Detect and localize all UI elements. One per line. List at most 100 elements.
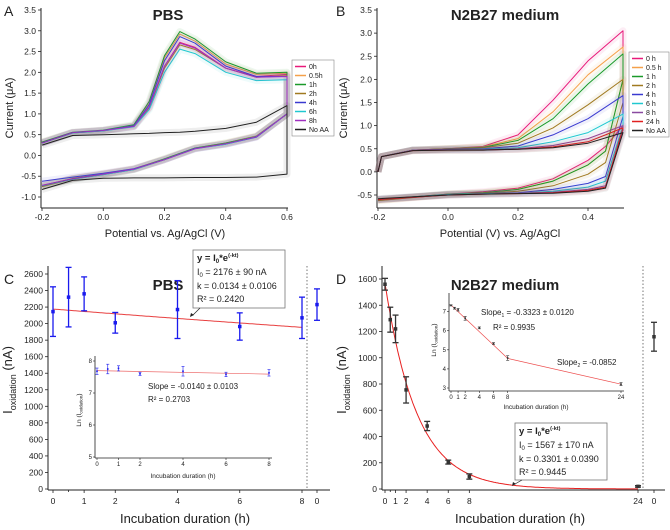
fit-k: k = 0.0134 ± 0.0106 — [197, 281, 277, 291]
panel-b-title: N2B27 medium — [451, 7, 559, 24]
fit-r2: R² = 0.9445 — [519, 467, 566, 477]
y-tick-label: 3.5 — [360, 5, 372, 15]
y-tick-label: 5 — [443, 348, 447, 354]
x-tick-label: 1 — [82, 496, 87, 506]
y-tick-label: 1000 — [358, 353, 377, 363]
data-point — [117, 367, 120, 370]
series-band — [40, 39, 291, 189]
x-tick-label: 0 — [95, 462, 99, 468]
data-point — [139, 373, 141, 375]
data-point — [300, 316, 304, 320]
legend-entry: 0 h — [646, 56, 656, 63]
data-point — [478, 327, 481, 329]
y-tick-label: -0.5 — [21, 171, 36, 181]
x-tick-label: 2 — [138, 462, 142, 468]
legend-entry: 6h — [309, 109, 317, 116]
panel-a-xlabel: Potential vs. Ag/AgCl (V) — [105, 228, 225, 240]
y-tick-label: 1.5 — [24, 88, 36, 98]
control-tick-label: 0 — [315, 496, 320, 506]
y-tick-label: 1200 — [24, 385, 43, 395]
y-tick-label: 1400 — [358, 300, 377, 310]
x-tick-label: 24 — [618, 395, 625, 401]
legend-entry: 2h — [309, 91, 317, 98]
panel-d-title: N2B27 medium — [451, 277, 559, 294]
y-tick-label: 2400 — [24, 286, 43, 296]
panel-d-ylabel: Ioxidation (nA) — [334, 346, 352, 414]
y-tick-label: 3.0 — [24, 26, 36, 36]
x-tick-label: 1 — [456, 395, 460, 401]
y-tick-label: 0.0 — [24, 150, 36, 160]
data-point — [113, 321, 117, 325]
panel-a-ylabel: Current (μA) — [4, 78, 16, 139]
y-tick-label: 0 — [372, 484, 377, 494]
plot-layer: -1.0 -0.5 0.0 0.5 1.0 1.5 2.0 2.5 3.0 3.5 -0.2 0.0 0… — [21, 5, 670, 506]
y-tick-label: 2000 — [24, 319, 43, 329]
panel-label-b: B — [336, 3, 345, 19]
data-point — [393, 327, 398, 331]
legend: 0 h 0.5 h 1 h 2 h 4 h 6 h 8 h 24 h No AA — [628, 51, 670, 138]
legend-frame — [291, 59, 335, 137]
data-point — [66, 295, 71, 299]
x-tick-label: 4 — [175, 496, 180, 506]
fit-curve — [384, 283, 638, 490]
data-point — [268, 372, 270, 374]
x-tick-label: 8 — [467, 496, 472, 506]
y-tick-label: 200 — [29, 467, 43, 477]
legend-entry: 4h — [309, 100, 317, 107]
data-point — [620, 383, 622, 385]
panel-label-c: C — [4, 271, 14, 287]
y-tick-label: 600 — [29, 434, 43, 444]
x-tick-label: 24 — [633, 496, 643, 506]
data-point — [506, 357, 509, 359]
inset-c-r2: R² = 0.2703 — [148, 395, 191, 404]
x-tick-label: 8 — [506, 395, 510, 401]
fit-arrowhead — [190, 313, 194, 317]
y-tick-label: 3.0 — [360, 28, 372, 38]
y-tick-label: 3.5 — [24, 5, 36, 15]
y-tick-label: 1000 — [24, 401, 43, 411]
data-point — [446, 460, 450, 464]
y-tick-label: 800 — [29, 418, 43, 428]
inset-c-slope: Slope = -0.0140 ± 0.0103 — [148, 382, 239, 391]
x-tick-label: 0 — [383, 496, 388, 506]
inset-plot: 5 6 7 8 0 1 2 4 6 8 — [89, 356, 272, 468]
panel-a-title: PBS — [153, 7, 184, 24]
y-tick-label: 800 — [363, 379, 377, 389]
inset-fit-line — [507, 358, 622, 385]
data-point — [225, 373, 227, 376]
inset-d-ylabel: Ln (Ioxidation) — [431, 323, 439, 356]
panel-C-plot: 0200400600800100012001400160018002000220… — [24, 266, 330, 506]
fit-r2: R² = 0.2420 — [197, 294, 244, 304]
inset-d-r2: R² = 0.9935 — [493, 323, 536, 332]
x-tick-label: 0.0 — [97, 212, 109, 222]
control-tick-label: 0 — [652, 496, 657, 506]
data-point — [175, 307, 180, 312]
legend-entry: 4 h — [646, 92, 656, 99]
fit-box-frame — [514, 422, 608, 481]
fit-k: k = 0.3301 ± 0.0390 — [519, 454, 599, 464]
data-point — [450, 304, 452, 307]
legend-entry: 1h — [309, 82, 317, 89]
y-tick-label: 5 — [89, 455, 93, 461]
x-tick-label: 4 — [181, 462, 185, 468]
data-point — [82, 292, 86, 296]
data-point — [492, 342, 495, 345]
legend-entry: 6 h — [646, 101, 656, 108]
x-tick-label: 4 — [425, 496, 430, 506]
data-point — [404, 388, 408, 392]
y-tick-label: 1.0 — [360, 121, 372, 131]
y-tick-label: 2200 — [24, 302, 43, 312]
inset-d-xlabel: Incubation duration (h) — [503, 404, 568, 411]
legend-entry: No AA — [309, 127, 329, 134]
y-tick-label: 0.0 — [360, 167, 372, 177]
data-point — [96, 370, 98, 373]
data-point — [464, 317, 466, 320]
data-point — [315, 302, 319, 307]
x-tick-label: 6 — [224, 462, 228, 468]
x-tick-label: 0 — [449, 395, 453, 401]
y-tick-label: 2.5 — [24, 47, 36, 57]
data-point — [383, 282, 387, 286]
fit-i0: I0 = 2176 ± 90 nA — [197, 267, 267, 279]
panel-c-fit-box: y = I0*e(-kt) I0 = 2176 ± 90 nA k = 0.01… — [190, 249, 286, 317]
panel-label-a: A — [4, 3, 14, 19]
